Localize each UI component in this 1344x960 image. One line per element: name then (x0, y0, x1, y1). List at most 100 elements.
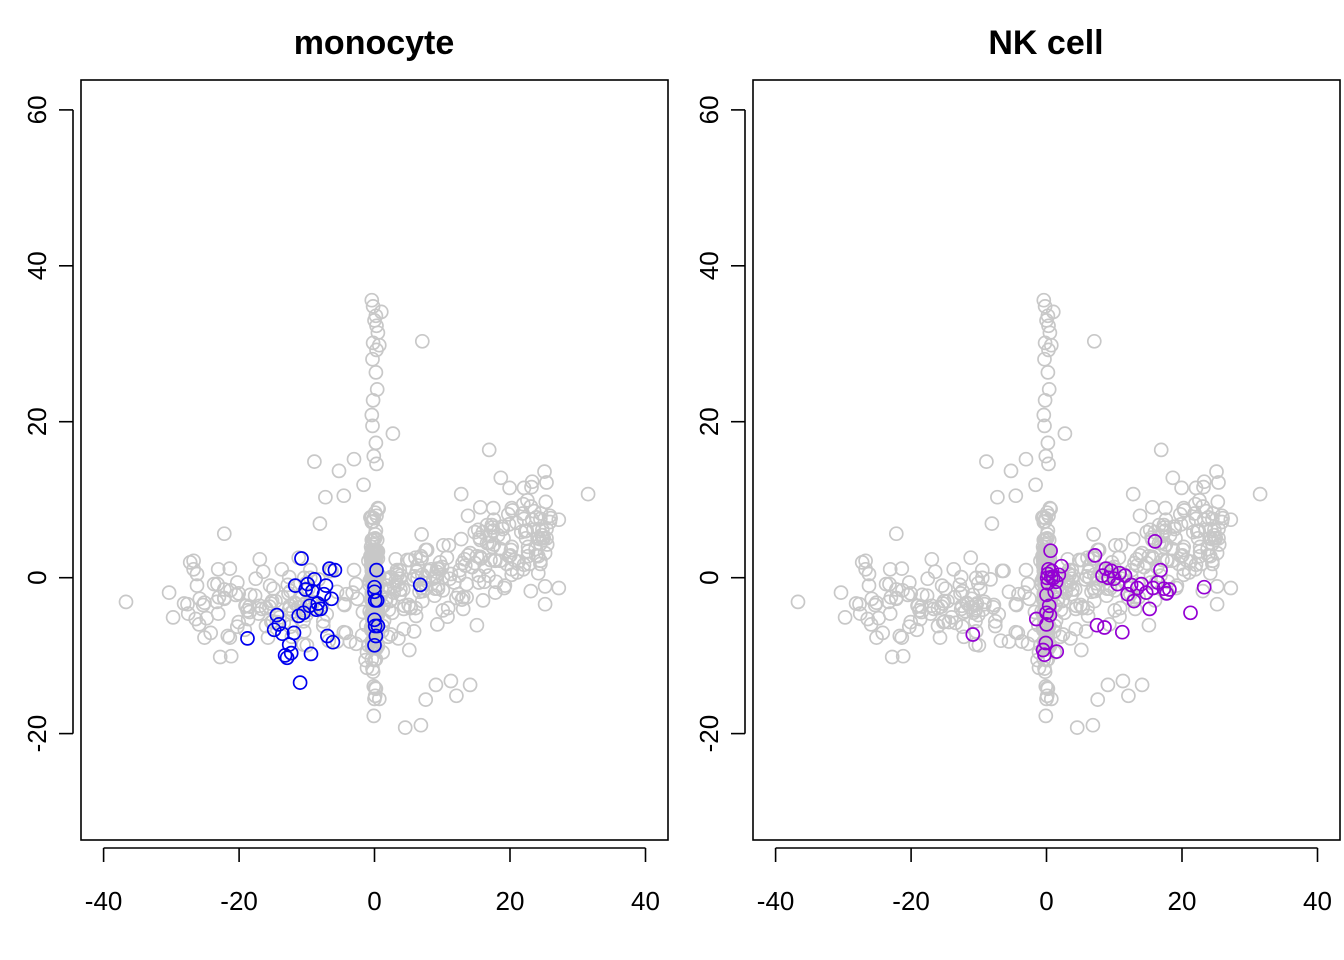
scatter-point (903, 614, 919, 630)
scatter-point (369, 593, 385, 608)
scatter-point (987, 613, 1003, 629)
scatter-point (412, 577, 428, 593)
scatter-point (1039, 691, 1054, 707)
scatter-point (1008, 488, 1024, 504)
scatter-point (220, 628, 236, 644)
y-tick-label: 0 (694, 570, 724, 584)
panel-nk-cell: NK cell -40 -20 0 20 40 -20 0 20 40 (694, 24, 1341, 916)
scatter-point (1144, 499, 1160, 515)
scatter-point (206, 576, 222, 592)
scatter-point (1132, 508, 1148, 524)
scatter-point (496, 530, 511, 546)
scatter-point (327, 562, 343, 578)
scatter-point (210, 561, 226, 577)
scatter-point (869, 630, 884, 645)
scatter-point (402, 552, 418, 568)
scatter-point (517, 523, 533, 539)
scatter-point (248, 571, 264, 587)
scatter-point (1051, 567, 1067, 583)
scatter-point (368, 435, 384, 451)
scatter-point (1165, 470, 1181, 486)
panel-title: NK cell (988, 24, 1103, 62)
scatter-point (1144, 549, 1160, 565)
scatter-point (369, 576, 384, 592)
scatter-point (1020, 636, 1036, 652)
scatter-point (1043, 337, 1059, 353)
scatter-point (1045, 304, 1061, 320)
scatter-point (1027, 604, 1043, 620)
scatter-point (1202, 565, 1218, 581)
scatter-point (493, 541, 509, 557)
scatter-point (1114, 624, 1130, 640)
scatter-point (504, 561, 520, 577)
x-tick-label: 0 (1039, 886, 1053, 916)
scatter-point (956, 629, 972, 645)
scatter-point (1049, 644, 1065, 659)
scatter-point (1153, 562, 1168, 578)
scatter-point (484, 517, 500, 533)
scatter-point (467, 524, 483, 540)
scatter-point (283, 645, 299, 661)
scatter-point (1085, 717, 1101, 733)
scatter-point (367, 637, 382, 653)
scatter-point (860, 611, 876, 627)
scatter-point (401, 597, 416, 613)
scatter-point (1036, 292, 1052, 308)
scatter-point (336, 488, 352, 504)
scatter-point (1121, 688, 1136, 704)
scatter-point (1153, 568, 1168, 583)
scatter-point (449, 688, 464, 704)
scatter-point (790, 594, 806, 610)
scatter-point (1113, 537, 1129, 553)
scatter-point (455, 601, 471, 617)
scatter-point (882, 561, 898, 577)
scatter-point (472, 532, 488, 548)
scatter-point (1141, 617, 1157, 633)
scatter-point (1179, 552, 1194, 568)
scatter-point (418, 692, 434, 707)
scatter-point (401, 642, 417, 658)
scatter-point (1147, 534, 1163, 549)
scatter-point (471, 575, 487, 590)
scatter-point (1073, 597, 1088, 613)
scatter-point (965, 627, 981, 642)
scatter-point (1043, 543, 1058, 559)
scatter-point (457, 558, 473, 573)
scatter-point (356, 477, 371, 493)
scatter-point (482, 528, 498, 544)
scatter-point (1156, 517, 1172, 533)
scatter-point (383, 627, 399, 642)
scatter-point (390, 567, 406, 583)
scatter-point (1039, 587, 1054, 603)
scatter-point (189, 566, 205, 582)
scatter-point (1165, 541, 1181, 557)
scatter-point (413, 717, 429, 733)
scatter-point (882, 606, 898, 621)
scatter-point (222, 561, 238, 576)
scatter-point (1223, 512, 1239, 528)
scatter-point (1079, 568, 1095, 584)
scatter-point (251, 606, 266, 621)
scatter-point (247, 588, 263, 604)
scatter-point (443, 673, 459, 689)
scatter-point (1099, 588, 1114, 604)
x-tick-label: -40 (85, 886, 123, 916)
scatter-point (348, 636, 364, 652)
scatter-point (186, 561, 201, 577)
scatter-point (414, 567, 430, 583)
scatter-point (176, 596, 192, 611)
scatter-point (1073, 642, 1089, 658)
scatter-point (1057, 426, 1073, 441)
scatter-point (296, 637, 311, 652)
scatter-point (1196, 479, 1211, 495)
scatter-point (968, 597, 983, 613)
scatter-point (881, 594, 897, 610)
scatter-point (530, 565, 546, 581)
scatter-point (1086, 333, 1102, 349)
scatter-point (524, 479, 539, 495)
scatter-point (979, 454, 994, 469)
scatter-point (365, 351, 380, 367)
scatter-point (481, 442, 497, 458)
scatter-point (1108, 537, 1123, 553)
scatter-point (1252, 486, 1268, 502)
